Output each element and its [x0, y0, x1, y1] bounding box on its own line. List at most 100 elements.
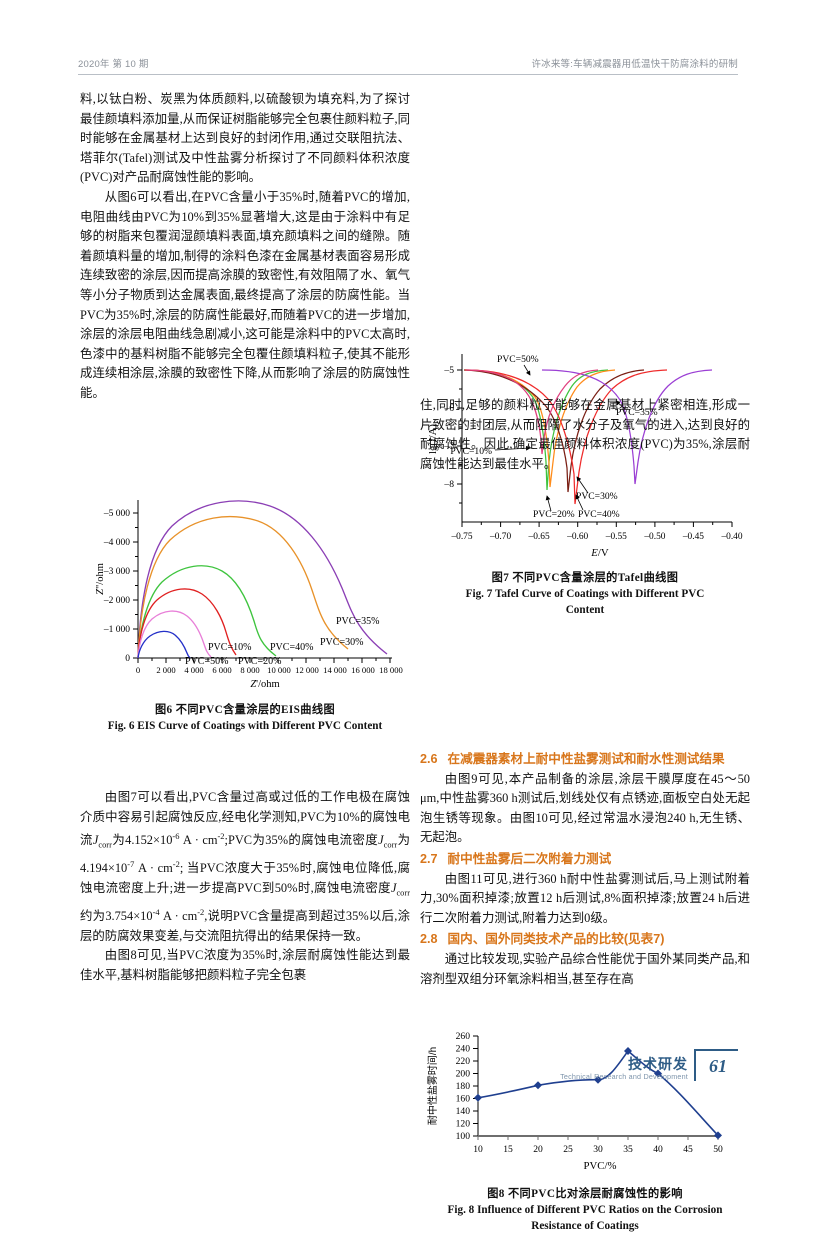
- paragraph-left-1: 料,以钛白粉、炭黑为体质颜料,以硫酸钡为填充料,为了探讨最佳颜填料添加量,从而保…: [80, 92, 410, 185]
- figure-7-caption-en-line1: Fig. 7 Tafel Curve of Coatings with Diff…: [465, 588, 705, 600]
- p3-sup3: -7: [127, 859, 135, 870]
- figure-6-caption-cn: 图6 不同PVC含量涂层的EIS曲线图: [154, 704, 336, 716]
- eis-label-pvc20: PVC=20%: [238, 656, 281, 667]
- ss-xtick-30: 30: [593, 1144, 603, 1155]
- section-heading-2-7[interactable]: 2.7 耐中性盐雾后二次附着力测试: [420, 850, 750, 870]
- tafel-ytick--8: –8: [443, 479, 454, 490]
- tafel-curve-pvc50: [465, 369, 599, 455]
- p3-sub1: corr: [98, 839, 112, 850]
- figure-6-caption: 图6 不同PVC含量涂层的EIS曲线图 Fig. 6 EIS Curve of …: [80, 702, 410, 734]
- p3-j2: J: [378, 833, 384, 848]
- tafel-xtick-4: –0.55: [605, 532, 627, 542]
- page-footer: 技术研发 Technical Research and Development …: [0, 1041, 816, 1099]
- paragraph-left-2: 从图6可以看出,在PVC含量小于35%时,随着PVC的增加,电阻曲线由PVC为1…: [80, 189, 410, 400]
- ss-xtick-35: 35: [623, 1144, 633, 1155]
- p3-mid8: A · cm: [159, 909, 198, 924]
- footer-section-name: 技术研发 Technical Research and Development: [560, 1057, 688, 1081]
- running-head-rule: [78, 74, 738, 75]
- tafel-ytick--6: –6: [443, 403, 454, 414]
- eis-label-pvc35: PVC=35%: [336, 616, 379, 627]
- ss-marker-30: [594, 1075, 602, 1084]
- ss-xtick-10: 10: [473, 1144, 483, 1155]
- ss-x-axis-label: PVC/%: [584, 1160, 617, 1172]
- paragraph-right-4: 通过比较发现,实验产品综合性能优于国外某同类产品,和溶剂型双组分环氧涂料相当,甚…: [420, 951, 750, 986]
- section-2-8-title: 国内、国外同类技术产品的比较(见表7): [447, 932, 665, 947]
- figure-8-caption: 图8 不同PVC比对涂层耐腐蚀性的影响 Fig. 8 Influence of …: [420, 1186, 750, 1234]
- right-column-sections: 2.6 在减震器素材上耐中性盐雾测试和耐水性测试结果 由图9可见,本产品制备的涂…: [420, 748, 750, 989]
- ss-ytick-140: 140: [456, 1106, 471, 1117]
- eis-xtick-5: 10 000: [267, 665, 291, 675]
- eis-xtick-4: 8 000: [240, 665, 259, 675]
- ss-ytick-180: 180: [456, 1081, 471, 1092]
- tafel-curve-pvc20: [465, 369, 616, 488]
- p3-mid7: 约为3.754×10: [80, 909, 153, 924]
- p3-mid6: ; 当PVC浓度大于35%时,腐蚀电位降低,腐蚀电流密度上升;进一步提高PVC到…: [80, 861, 410, 896]
- paragraph-right-2: 由图9可见,本产品制备的涂层,涂层干膜厚度在45～50 μm,中性盐雾360 h…: [420, 771, 750, 845]
- eis-ytick-4: –4 000: [103, 538, 130, 548]
- tafel-curve-pvc35: [541, 369, 713, 485]
- eis-ytick-1: –1 000: [103, 625, 130, 635]
- tafel-x-axis-label: E/V: [590, 547, 609, 559]
- tafel-chart-svg: –5 –6 –7 –8 –0.75 –0.70 –0.65 –0.60: [427, 354, 743, 559]
- ss-xtick-40: 40: [653, 1144, 663, 1155]
- eis-xtick-6: 12 000: [295, 665, 319, 675]
- eis-xtick-1: 2 000: [156, 665, 175, 675]
- tafel-label-pvc20: PVC=20%: [533, 509, 575, 520]
- figure-8-caption-cn: 图8 不同PVC比对涂层耐腐蚀性的影响: [487, 1188, 683, 1200]
- ss-xtick-45: 45: [683, 1144, 693, 1155]
- eis-ytick-2: –2 000: [103, 596, 130, 606]
- ss-ytick-220: 220: [456, 1056, 471, 1067]
- section-2-7-title: 耐中性盐雾后二次附着力测试: [447, 851, 612, 866]
- tafel-xtick-0: –0.75: [450, 532, 472, 542]
- figure-7-caption-cn: 图7 不同PVC含量涂层的Tafel曲线图: [491, 572, 679, 584]
- figure-8-caption-en-line1: Fig. 8 Influence of Different PVC Ratios…: [447, 1204, 723, 1216]
- figure-6-caption-en: Fig. 6 EIS Curve of Coatings with Differ…: [107, 720, 383, 732]
- eis-xtick-0: 0: [136, 665, 140, 675]
- p3-sup2: -2: [217, 831, 225, 842]
- section-heading-2-8[interactable]: 2.8 国内、国外同类技术产品的比较(见表7): [420, 930, 750, 950]
- tafel-xtick-5: –0.50: [643, 532, 665, 542]
- eis-xtick-8: 16 000: [351, 665, 375, 675]
- p3-pre: 由图7可以看出,PVC含量过高或过低的工作电极在腐蚀介质中容易引起腐蚀反应,经电…: [80, 790, 410, 848]
- eis-ytick-5: –5 000: [103, 509, 130, 519]
- p3-j3: J: [390, 881, 397, 896]
- p3-sup5: -4: [152, 907, 160, 918]
- figure-7-tafel-chart: –5 –6 –7 –8 –0.75 –0.70 –0.65 –0.60: [420, 344, 750, 618]
- eis-curve-pvc50: [137, 630, 191, 659]
- footer-section-cn: 技术研发: [628, 1055, 688, 1072]
- eis-x-axis-label: Z'/ohm: [250, 679, 279, 690]
- left-column-text-bottom: 由图7可以看出,PVC含量过高或过低的工作电极在腐蚀介质中容易引起腐蚀反应,经电…: [80, 788, 410, 986]
- section-2-8-number: 2.8: [420, 932, 438, 947]
- eis-curve-pvc10: [137, 588, 237, 659]
- paragraph-right-3: 由图11可见,进行360 h耐中性盐雾测试后,马上测试附着力,30%面积掉漆;放…: [420, 871, 750, 925]
- tafel-xtick-3: –0.60: [566, 532, 588, 542]
- paragraph-right-1: 住,同时,足够的颜料粒子能够在金属基材上紧密相连,形成一片致密的封团层,从而阻隔…: [420, 398, 750, 471]
- page-number: 61: [694, 1049, 738, 1081]
- tafel-label-pvc30: PVC=30%: [576, 491, 618, 502]
- eis-xtick-3: 6 000: [212, 665, 231, 675]
- footer-section-en: Technical Research and Development: [560, 1072, 688, 1082]
- eis-curve-pvc35: [137, 500, 388, 659]
- ss-marker-40: [654, 1069, 662, 1078]
- ss-ytick-200: 200: [456, 1069, 471, 1080]
- tafel-label-pvc35: PVC=35%: [616, 407, 658, 418]
- eis-label-pvc10: PVC=10%: [208, 642, 251, 653]
- running-head-issue: 2020年 第 10 期: [78, 59, 149, 70]
- figure-7-caption-en-line2: Content: [565, 604, 605, 616]
- eis-label-pvc40: PVC=40%: [270, 642, 313, 653]
- figure-7-caption: 图7 不同PVC含量涂层的Tafel曲线图 Fig. 7 Tafel Curve…: [420, 570, 750, 618]
- p3-mid5: A · cm: [134, 861, 173, 876]
- eis-xtick-2: 4 000: [184, 665, 203, 675]
- eis-xtick-9: 18 000: [379, 665, 403, 675]
- eis-xtick-7: 14 000: [323, 665, 347, 675]
- eis-curve-pvc40: [137, 565, 277, 659]
- section-heading-2-6[interactable]: 2.6 在减震器素材上耐中性盐雾测试和耐水性测试结果: [420, 750, 750, 770]
- tafel-curve-pvc40: [464, 369, 668, 505]
- p3-sup6: -2: [197, 907, 205, 918]
- p3-sup1: -6: [172, 831, 180, 842]
- running-head-title: 许冰来等:车辆减震器用低温快干防腐涂料的研制: [531, 59, 738, 70]
- eis-curve-pvc30: [137, 515, 349, 659]
- ss-xtick-20: 20: [533, 1144, 543, 1155]
- eis-label-pvc30: PVC=30%: [320, 637, 363, 648]
- tafel-ytick--7: –7: [443, 441, 454, 452]
